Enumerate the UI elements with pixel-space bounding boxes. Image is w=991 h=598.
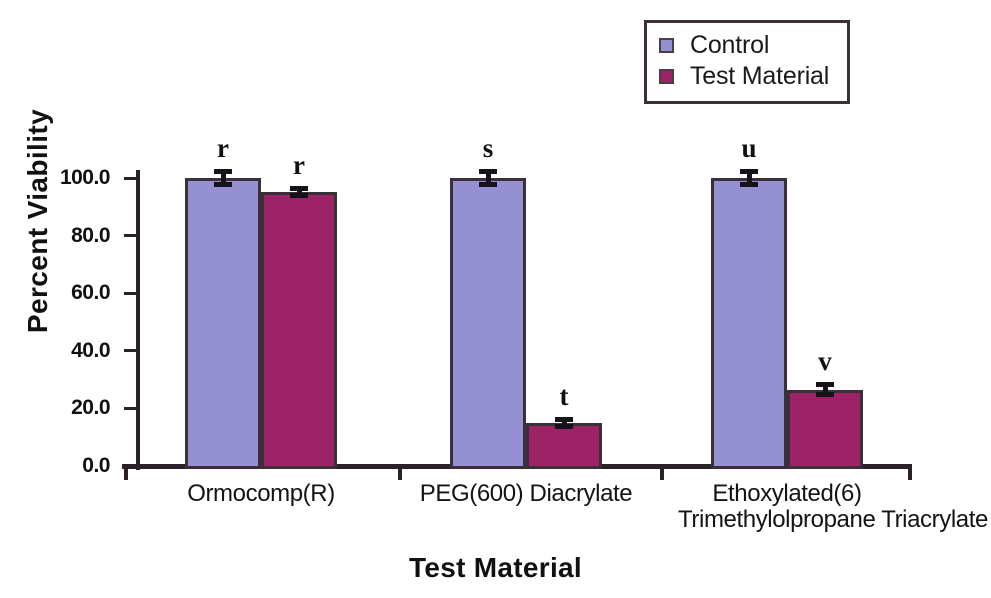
x-axis-tick [908,464,912,480]
category-label-line-2: Trimethylolpropane Triacrylate [678,505,988,533]
y-axis-tick-label: 40.0 [71,338,110,362]
error-bar-test-material-group-3 [787,382,863,398]
y-axis-title: Percent Viability [22,108,53,334]
x-axis-tick [398,464,402,480]
significance-letter-control-group-3: u [741,132,757,163]
y-axis-tick-label: 80.0 [71,223,110,247]
error-bar-cap-upper [740,168,758,174]
error-bar-cap-lower [555,423,573,429]
error-bar-stem [746,168,752,188]
error-bar-control-group-2 [450,168,526,188]
y-axis-tick-label: 60.0 [71,281,110,305]
category-label-line-1: PEG(600) Diacrylate [419,480,633,507]
y-axis-tick-label: 20.0 [71,396,110,420]
significance-letter-control-group-2: s [482,132,494,163]
significance-letter-test-material-group-3: v [818,346,832,377]
error-bar-cap-lower [816,392,834,398]
chart-legend: Control Test Material [644,20,851,104]
legend-item-control: Control [659,30,829,61]
significance-letter-test-material-group-2: t [559,380,569,411]
bar-control-group-1 [185,178,261,469]
error-bar-cap-upper [290,186,308,192]
legend-label-control: Control [690,31,770,59]
error-bar-cap-lower [214,182,232,188]
error-bar-control-group-1 [185,168,261,188]
legend-item-test-material: Test Material [659,61,829,92]
y-axis-tick [124,349,140,353]
error-bar-cap-upper [479,168,497,174]
y-axis-tick-label: 0.0 [82,454,110,477]
legend-swatch-test-material [659,69,674,84]
error-bar-stem [822,382,828,398]
bar-test-material-group-2 [526,422,602,469]
y-axis-tick [124,234,140,238]
y-axis-tick [124,406,140,410]
x-axis-category-label-3: Ethoxylated(6) Trimethylolpropane Triacry… [587,480,988,533]
category-label-line-1: Ormocomp(R) [187,480,335,507]
x-axis-category-label-2: PEG(600) Diacrylate [326,481,726,507]
error-bar-test-material-group-1 [261,186,337,199]
error-bar-stem [296,186,302,199]
y-axis-tick [124,464,140,468]
error-bar-cap-lower [290,193,308,199]
error-bar-test-material-group-2 [526,416,602,429]
y-axis-line [136,170,140,470]
x-axis-tick [660,464,664,480]
error-bar-cap-upper [214,168,232,174]
error-bar-cap-lower [479,182,497,188]
legend-label-test-material: Test Material [690,62,830,90]
bar-test-material-group-3 [787,389,863,469]
error-bar-cap-upper [555,416,573,422]
error-bar-control-group-3 [711,168,787,188]
category-label-line-1: Ethoxylated(6) [712,480,862,507]
x-axis-title: Test Material [409,552,582,583]
y-axis-tick-label: 100.0 [59,166,111,189]
y-axis-tick [124,176,140,180]
significance-letter-test-material-group-1: r [293,150,305,181]
bar-control-group-2 [450,178,526,469]
y-axis-tick [124,291,140,295]
significance-letter-control-group-1: r [217,132,229,163]
x-axis-category-label-1: Ormocomp(R) [61,481,461,507]
error-bar-stem [485,168,491,188]
bar-test-material-group-1 [261,192,337,469]
bar-control-group-3 [711,178,787,469]
x-axis-tick [124,464,128,480]
error-bar-stem [561,416,567,429]
error-bar-cap-upper [816,382,834,388]
error-bar-stem [220,168,226,188]
error-bar-cap-lower [740,182,758,188]
legend-swatch-control [659,38,674,53]
